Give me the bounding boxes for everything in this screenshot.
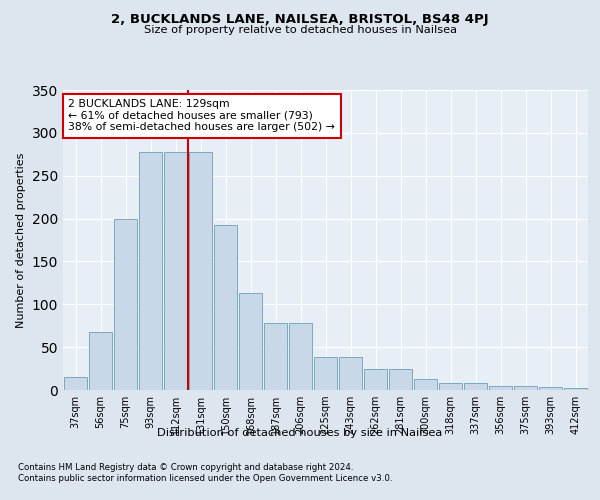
Bar xyxy=(489,386,512,390)
Text: 2 BUCKLANDS LANE: 129sqm
← 61% of detached houses are smaller (793)
38% of semi-: 2 BUCKLANDS LANE: 129sqm ← 61% of detach… xyxy=(68,99,335,132)
Bar xyxy=(314,358,337,390)
Text: 2, BUCKLANDS LANE, NAILSEA, BRISTOL, BS48 4PJ: 2, BUCKLANDS LANE, NAILSEA, BRISTOL, BS4… xyxy=(111,12,489,26)
Y-axis label: Number of detached properties: Number of detached properties xyxy=(16,152,26,328)
Bar xyxy=(564,388,587,390)
Text: Contains HM Land Registry data © Crown copyright and database right 2024.: Contains HM Land Registry data © Crown c… xyxy=(18,462,353,471)
Bar xyxy=(339,358,362,390)
Bar xyxy=(539,388,562,390)
Bar xyxy=(514,386,537,390)
Bar xyxy=(214,224,237,390)
Bar xyxy=(164,152,187,390)
Bar xyxy=(189,152,212,390)
Bar xyxy=(389,370,412,390)
Bar xyxy=(439,383,462,390)
Bar xyxy=(64,377,87,390)
Bar xyxy=(414,379,437,390)
Bar xyxy=(114,218,137,390)
Bar xyxy=(464,383,487,390)
Bar xyxy=(289,323,312,390)
Bar xyxy=(89,332,112,390)
Text: Contains public sector information licensed under the Open Government Licence v3: Contains public sector information licen… xyxy=(18,474,392,483)
Bar xyxy=(264,323,287,390)
Bar xyxy=(139,152,162,390)
Text: Size of property relative to detached houses in Nailsea: Size of property relative to detached ho… xyxy=(143,25,457,35)
Bar xyxy=(239,293,262,390)
Text: Distribution of detached houses by size in Nailsea: Distribution of detached houses by size … xyxy=(157,428,443,438)
Bar xyxy=(364,370,387,390)
